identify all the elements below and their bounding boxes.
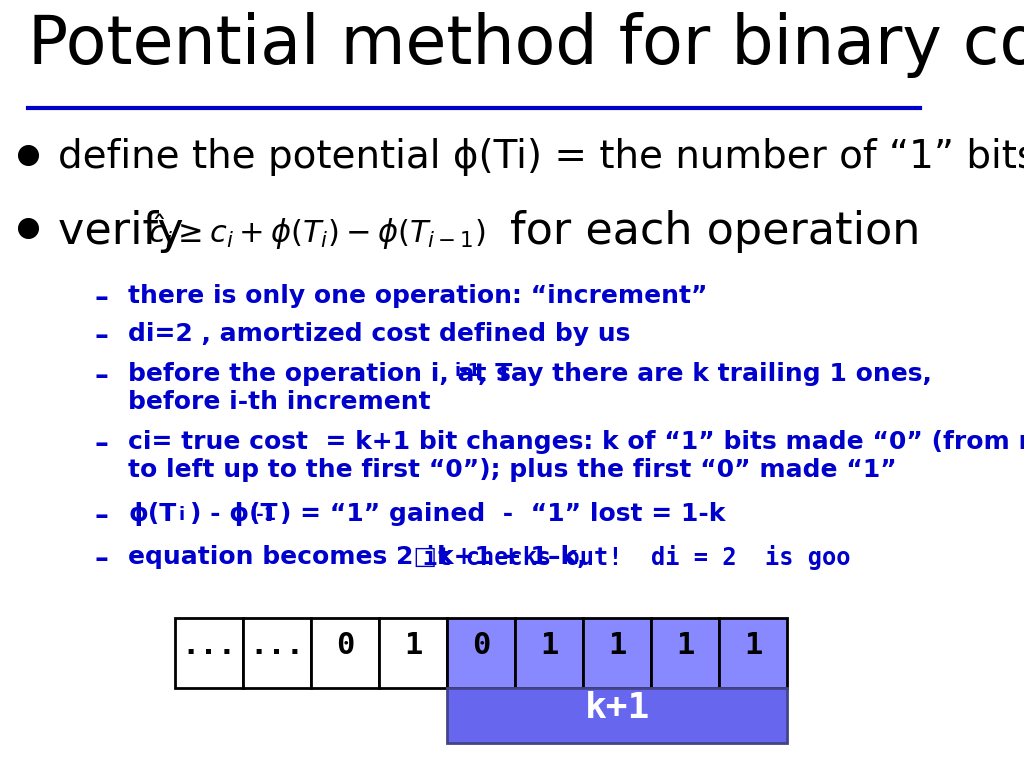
Text: 1: 1 <box>676 631 694 660</box>
Text: before the operation i, at T: before the operation i, at T <box>128 362 512 386</box>
Text: –: – <box>95 430 109 458</box>
Text: k+1: k+1 <box>585 690 649 724</box>
Text: it checks out!  di = 2  is goo: it checks out! di = 2 is goo <box>423 545 851 570</box>
Text: ) - ϕ(T: ) - ϕ(T <box>190 502 278 526</box>
Point <box>19 222 36 234</box>
Text: –: – <box>95 362 109 390</box>
Text: 1: 1 <box>540 631 558 660</box>
Bar <box>583 618 651 688</box>
Text: verify: verify <box>58 210 198 253</box>
Bar <box>379 618 447 688</box>
Bar <box>447 688 787 743</box>
Text: 1: 1 <box>403 631 422 660</box>
Text: ) = “1” gained  -  “1” lost = 1-k: ) = “1” gained - “1” lost = 1-k <box>280 502 725 526</box>
Bar <box>719 618 787 688</box>
Text: –: – <box>95 284 109 312</box>
Bar <box>243 618 311 688</box>
Text: di=2 , amortized cost defined by us: di=2 , amortized cost defined by us <box>128 322 631 346</box>
Text: i-1: i-1 <box>455 362 481 380</box>
Text: ϕ(T: ϕ(T <box>128 502 176 526</box>
Text: i-1: i-1 <box>251 506 278 524</box>
Bar <box>447 618 515 688</box>
Text: for each operation: for each operation <box>510 210 921 253</box>
Text: –: – <box>95 502 109 530</box>
Text: 1: 1 <box>743 631 762 660</box>
Text: –: – <box>95 322 109 350</box>
Point <box>19 149 36 161</box>
Text: 0: 0 <box>336 631 354 660</box>
Text: ci= true cost  = k+1 bit changes: k of “1” bits made “0” (from right: ci= true cost = k+1 bit changes: k of “1… <box>128 430 1024 454</box>
Text: , say there are k trailing 1 ones,: , say there are k trailing 1 ones, <box>478 362 932 386</box>
Text: before i-th increment: before i-th increment <box>128 390 431 414</box>
Text: –: – <box>95 545 109 573</box>
Text: equation becomes 2□k+1 + 1–k,: equation becomes 2□k+1 + 1–k, <box>128 545 604 569</box>
Bar <box>311 618 379 688</box>
Text: $\hat{c}_i \geq c_i + \phi(T_i) - \phi(T_{i-1})$: $\hat{c}_i \geq c_i + \phi(T_i) - \phi(T… <box>148 213 485 253</box>
Text: ...: ... <box>181 631 237 660</box>
Text: i: i <box>179 506 185 524</box>
Text: Potential method for binary count: Potential method for binary count <box>28 12 1024 78</box>
Text: ...: ... <box>250 631 304 660</box>
Bar <box>515 618 583 688</box>
Text: there is only one operation: “increment”: there is only one operation: “increment” <box>128 284 708 308</box>
Bar <box>651 618 719 688</box>
Text: define the potential ϕ(Ti) = the number of “1” bits: define the potential ϕ(Ti) = the number … <box>58 138 1024 176</box>
Text: to left up to the first “0”); plus the first “0” made “1”: to left up to the first “0”); plus the f… <box>128 458 897 482</box>
Bar <box>175 618 243 688</box>
Text: 1: 1 <box>608 631 627 660</box>
Text: 0: 0 <box>472 631 490 660</box>
